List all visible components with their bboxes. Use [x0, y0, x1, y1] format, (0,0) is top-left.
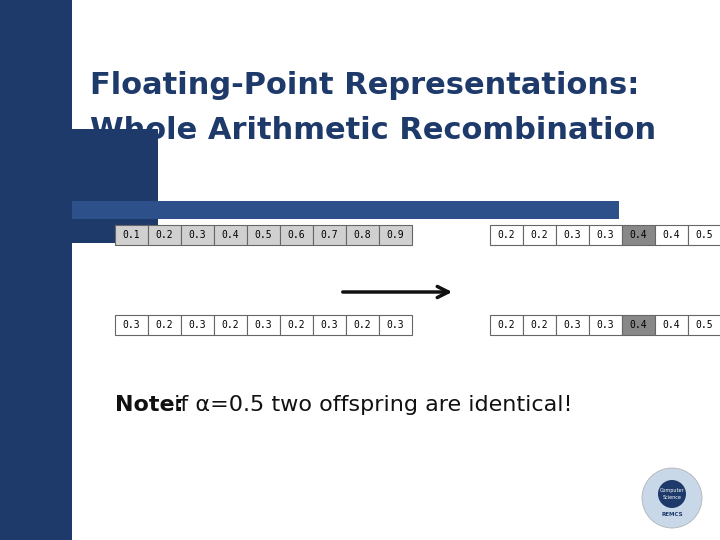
Bar	[313, 315, 346, 335]
Bar	[490, 315, 523, 335]
Text: 0.1: 0.1	[122, 230, 140, 240]
Bar	[148, 225, 181, 245]
Bar	[622, 315, 655, 335]
Text: Computer
Science: Computer Science	[660, 488, 684, 500]
Bar	[556, 315, 589, 335]
Bar	[523, 315, 556, 335]
Circle shape	[658, 480, 686, 508]
Bar	[589, 225, 622, 245]
Bar	[688, 225, 720, 245]
Text: 0.2: 0.2	[156, 320, 174, 330]
Text: 0.4: 0.4	[630, 230, 647, 240]
Bar	[181, 315, 214, 335]
Text: 0.3: 0.3	[122, 320, 140, 330]
Bar	[346, 225, 379, 245]
Text: 0.3: 0.3	[564, 230, 581, 240]
Text: 0.5: 0.5	[255, 230, 272, 240]
Bar	[280, 225, 313, 245]
Text: 0.3: 0.3	[189, 320, 207, 330]
Bar	[655, 315, 688, 335]
Text: 0.5: 0.5	[696, 320, 714, 330]
Bar	[148, 315, 181, 335]
Bar	[313, 225, 346, 245]
Text: 0.2: 0.2	[531, 320, 549, 330]
Text: 0.2: 0.2	[288, 320, 305, 330]
Bar	[247, 225, 280, 245]
Text: 0.3: 0.3	[189, 230, 207, 240]
Bar	[490, 225, 523, 245]
Text: 0.3: 0.3	[564, 320, 581, 330]
Text: 0.3: 0.3	[597, 230, 614, 240]
Text: 0.4: 0.4	[630, 320, 647, 330]
Text: 0.3: 0.3	[255, 320, 272, 330]
Text: 0.2: 0.2	[498, 320, 516, 330]
Bar	[72, 201, 619, 219]
Text: 0.7: 0.7	[320, 230, 338, 240]
Text: 0.4: 0.4	[662, 320, 680, 330]
Text: REMCS: REMCS	[661, 511, 683, 516]
Bar	[556, 225, 589, 245]
Bar	[655, 225, 688, 245]
Bar	[115, 225, 148, 245]
Text: 0.6: 0.6	[288, 230, 305, 240]
Text: 0.8: 0.8	[354, 230, 372, 240]
Bar	[181, 225, 214, 245]
Bar	[346, 315, 379, 335]
Bar	[214, 225, 247, 245]
Bar	[214, 315, 247, 335]
Bar	[589, 315, 622, 335]
Text: 0.3: 0.3	[597, 320, 614, 330]
Text: if α=0.5 two offspring are identical!: if α=0.5 two offspring are identical!	[167, 395, 572, 415]
Text: 0.2: 0.2	[531, 230, 549, 240]
Bar	[688, 315, 720, 335]
Bar	[379, 315, 412, 335]
Text: 0.2: 0.2	[354, 320, 372, 330]
Bar	[622, 225, 655, 245]
Bar	[379, 225, 412, 245]
Bar	[115, 315, 148, 335]
Bar	[0, 0, 72, 540]
Text: 0.2: 0.2	[498, 230, 516, 240]
Text: 0.4: 0.4	[662, 230, 680, 240]
Text: Whole Arithmetic Recombination: Whole Arithmetic Recombination	[90, 116, 656, 145]
Text: 0.4: 0.4	[222, 230, 239, 240]
Bar	[280, 315, 313, 335]
Text: 0.5: 0.5	[696, 230, 714, 240]
Text: Floating-Point Representations:: Floating-Point Representations:	[90, 71, 639, 100]
Text: 0.3: 0.3	[387, 320, 405, 330]
Bar	[0, 129, 158, 243]
Text: 0.2: 0.2	[156, 230, 174, 240]
Text: 0.2: 0.2	[222, 320, 239, 330]
Text: Note:: Note:	[115, 395, 184, 415]
Text: 0.3: 0.3	[320, 320, 338, 330]
Bar	[247, 315, 280, 335]
Circle shape	[642, 468, 702, 528]
Bar	[523, 225, 556, 245]
Text: 0.9: 0.9	[387, 230, 405, 240]
